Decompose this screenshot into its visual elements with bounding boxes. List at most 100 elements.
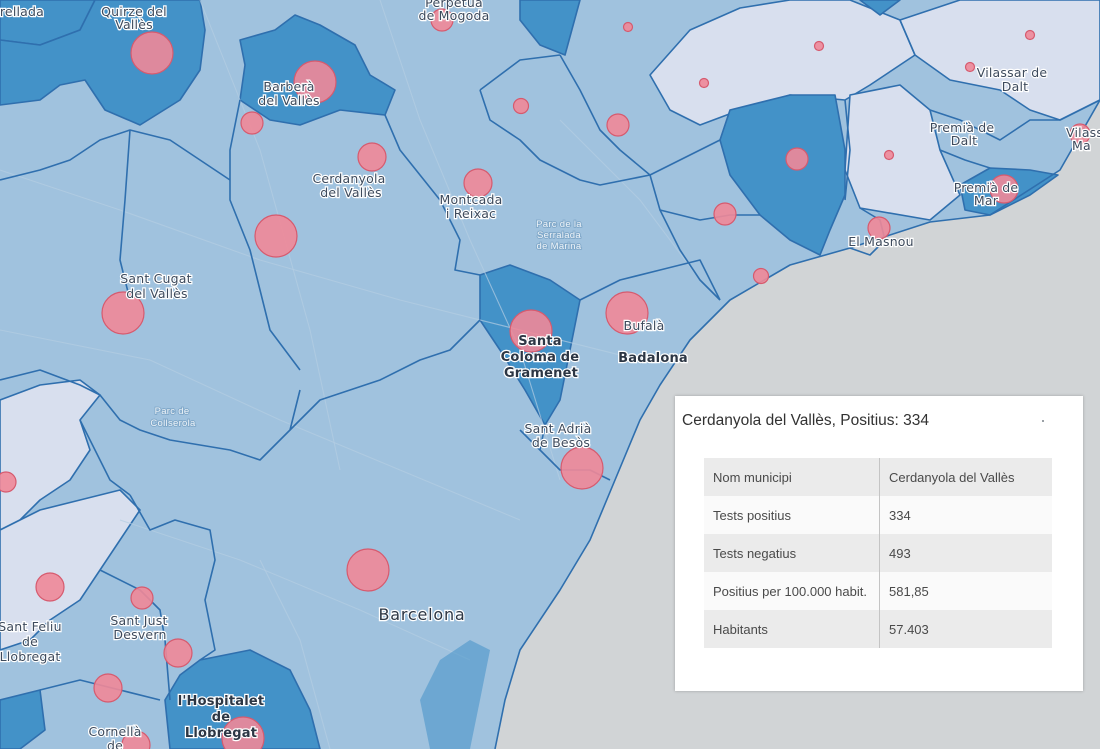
case-circle-tiana	[606, 113, 630, 137]
info-popup[interactable]: Cerdanyola del Vallès, Positius: 334 Nom…	[675, 396, 1083, 691]
label-santjust-1: Sant Just	[110, 613, 167, 628]
municipality-premia-dalt	[844, 84, 961, 221]
attribute-key: Nom municipi	[704, 458, 880, 496]
case-circle-sant-just	[130, 586, 154, 610]
label-perpetua-2: de Mogoda	[418, 8, 489, 23]
case-circle-cabrils	[1024, 29, 1036, 41]
case-circle-perpetua	[430, 8, 454, 32]
case-circle-hospitalet	[221, 716, 265, 749]
attribute-key: Tests positius	[704, 496, 880, 534]
case-circle-santa-coloma	[509, 309, 553, 353]
municipality-premia-mar-east	[859, 0, 901, 16]
case-circle-montgat	[698, 77, 710, 89]
label-santcugat-2: del Vallès	[126, 286, 187, 301]
table-row: Positius per 100.000 habit. 581,85	[704, 572, 1052, 610]
label-vilassar-mar-2: Ma	[1072, 138, 1091, 153]
light-municipalities[interactable]	[0, 0, 1100, 651]
table-row: Tests positius 334	[704, 496, 1052, 534]
label-vilassar-1: Vilassar de	[977, 65, 1048, 80]
case-circle-barcelona	[346, 548, 390, 592]
case-circle-vilassar-dalt	[964, 61, 976, 73]
label-barbera-1: Barberà	[263, 79, 314, 94]
case-circle-premia-mar	[989, 174, 1019, 204]
case-circle-sant-adria	[560, 446, 604, 490]
label-santfeliu-3: Llobregat	[0, 649, 60, 664]
case-circle-martorelles	[622, 21, 634, 33]
case-circle-teia	[813, 40, 825, 52]
attribute-value: 581,85	[879, 572, 1052, 610]
case-circle-badalona	[605, 291, 649, 335]
label-masnou: El Masnou	[848, 234, 914, 249]
label-cornella-1: Cornellà	[88, 724, 141, 739]
label-santacoloma-3: Gramenet	[504, 366, 578, 381]
municipality-sant-quirze	[0, 0, 206, 126]
port-area	[420, 640, 490, 749]
popup-title: Cerdanyola del Vallès, Positius: 334	[682, 412, 929, 429]
label-santfeliu-1: Sant Feliu	[0, 619, 62, 634]
label-bufala: Bufalà	[624, 318, 665, 333]
attribute-table: Nom municipi Cerdanyola del Vallès Tests…	[704, 458, 1052, 648]
label-vilassar-2: Dalt	[1002, 79, 1028, 94]
label-premia-dalt-1: Premià de	[930, 120, 995, 135]
label-badalona: Badalona	[618, 351, 688, 366]
case-circle-esplugues	[163, 638, 193, 668]
attribute-value: 334	[879, 496, 1052, 534]
case-circle-cerdanyola	[357, 142, 387, 172]
label-santcugat-1: Sant Cugat	[120, 271, 192, 286]
case-circle-badalona-north	[713, 202, 737, 226]
label-cornella-2: de	[107, 738, 123, 749]
label-santacoloma-1: Santa	[518, 334, 561, 349]
case-circle-sant-joan-despi	[93, 673, 123, 703]
label-cerdanyola-1: Cerdanyola	[312, 171, 385, 186]
case-circle-montcada	[463, 168, 493, 198]
table-row: Habitants 57.403	[704, 610, 1052, 648]
label-cerdanyola-2: del Vallès	[320, 185, 381, 200]
label-premia-dalt-2: Dalt	[951, 133, 977, 148]
label-premia-mar-1: Premià de	[954, 180, 1019, 195]
label-sabadell: arellada	[0, 4, 44, 19]
dark-municipalities[interactable]	[0, 0, 1059, 749]
coastline	[494, 99, 1100, 749]
label-santacoloma-2: Coloma de	[501, 350, 580, 365]
label-montcada-2: i Reixac	[446, 206, 496, 221]
municipality-cornella-west	[0, 689, 46, 749]
table-row: Tests negatius 493	[704, 534, 1052, 572]
label-perpetua-1: Perpetua	[425, 0, 483, 10]
case-circle-premia-dalt	[883, 149, 895, 161]
label-hospitalet-1: l'Hospitalet	[178, 694, 265, 709]
case-circle-masnou	[867, 216, 891, 240]
label-serralada-3: de Marina	[537, 241, 582, 252]
attribute-value: 57.403	[879, 610, 1052, 648]
attribute-value: 493	[879, 534, 1052, 572]
label-santadria-2: de Besòs	[532, 435, 590, 450]
case-circle-sant-fost	[512, 97, 530, 115]
case-circle-sant-cugat	[101, 291, 145, 335]
label-vilassar-mar-1: Vilassa	[1066, 125, 1100, 140]
label-collserola-1: Parc de	[155, 406, 190, 417]
municipality-molins	[0, 489, 141, 651]
case-circle-alella	[785, 147, 809, 171]
label-barcelona: Barcelona	[378, 605, 465, 624]
label-montcada-1: Montcada	[440, 192, 503, 207]
positive-cases-circles[interactable]	[0, 8, 1091, 749]
municipality-vilassar-dalt	[899, 0, 1100, 121]
label-santfeliu-2: de	[22, 634, 38, 649]
municipality-perpetua-east	[519, 0, 581, 56]
case-circle-cornella	[121, 730, 151, 749]
attribute-key: Positius per 100.000 habit.	[704, 572, 880, 610]
municipality-hospitalet	[164, 649, 321, 749]
label-serralada-1: Parc de la	[536, 219, 582, 230]
case-circle-montgat-south	[752, 267, 770, 285]
case-circle-sant-quirze	[130, 31, 174, 75]
label-hospitalet-3: Llobregat	[185, 726, 257, 741]
case-circle-vilassar-mar	[1069, 123, 1091, 145]
label-premia-mar-2: Mar	[974, 193, 999, 208]
label-collserola-2: Collserola	[150, 418, 196, 429]
municipality-teia	[649, 0, 916, 126]
label-santadria-1: Sant Adrià	[525, 421, 592, 436]
label-hospitalet-2: de	[212, 710, 231, 725]
label-quirze-1: Quirze del	[101, 4, 167, 19]
label-santjust-2: Desvern	[113, 627, 166, 642]
